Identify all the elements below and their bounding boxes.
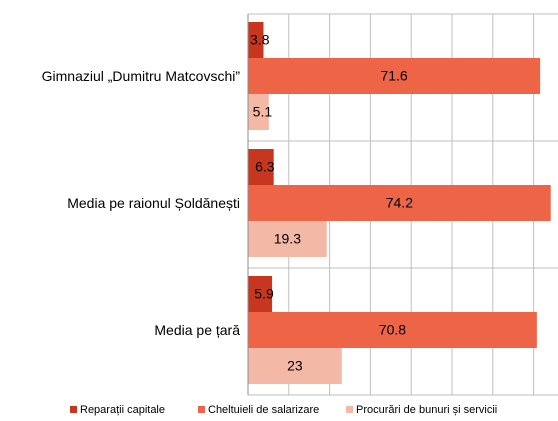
- data-label: 3.8: [250, 32, 270, 48]
- category-label: Media pe țară: [154, 322, 240, 338]
- bar: [248, 276, 273, 312]
- bar: [248, 22, 264, 58]
- bar: [248, 58, 541, 94]
- data-label: 71.6: [380, 68, 407, 84]
- data-label: 70.8: [379, 322, 406, 338]
- legend-swatch: [70, 406, 77, 413]
- legend-swatch: [346, 406, 353, 413]
- data-label: 23: [287, 358, 303, 374]
- data-label: 5.9: [254, 286, 274, 302]
- bar: [248, 348, 342, 384]
- category-label: Gimnaziul „Dumitru Matcovschi”: [42, 68, 241, 84]
- data-label: 74.2: [386, 195, 413, 211]
- legend-label: Cheltuieli de salarizare: [208, 404, 319, 416]
- bar: [248, 149, 274, 185]
- bar: [248, 312, 537, 348]
- bar: [248, 94, 269, 130]
- legend-label: Procurări de bunuri și servicii: [356, 404, 497, 416]
- legend-label: Reparații capitale: [80, 404, 165, 416]
- bar: [248, 221, 327, 257]
- category-label: Media pe raionul Șoldănești: [67, 195, 240, 211]
- data-label: 19.3: [274, 231, 301, 247]
- data-label: 6.3: [255, 159, 275, 175]
- legend-swatch: [198, 406, 205, 413]
- bar: [248, 185, 551, 221]
- data-label: 5.1: [253, 104, 273, 120]
